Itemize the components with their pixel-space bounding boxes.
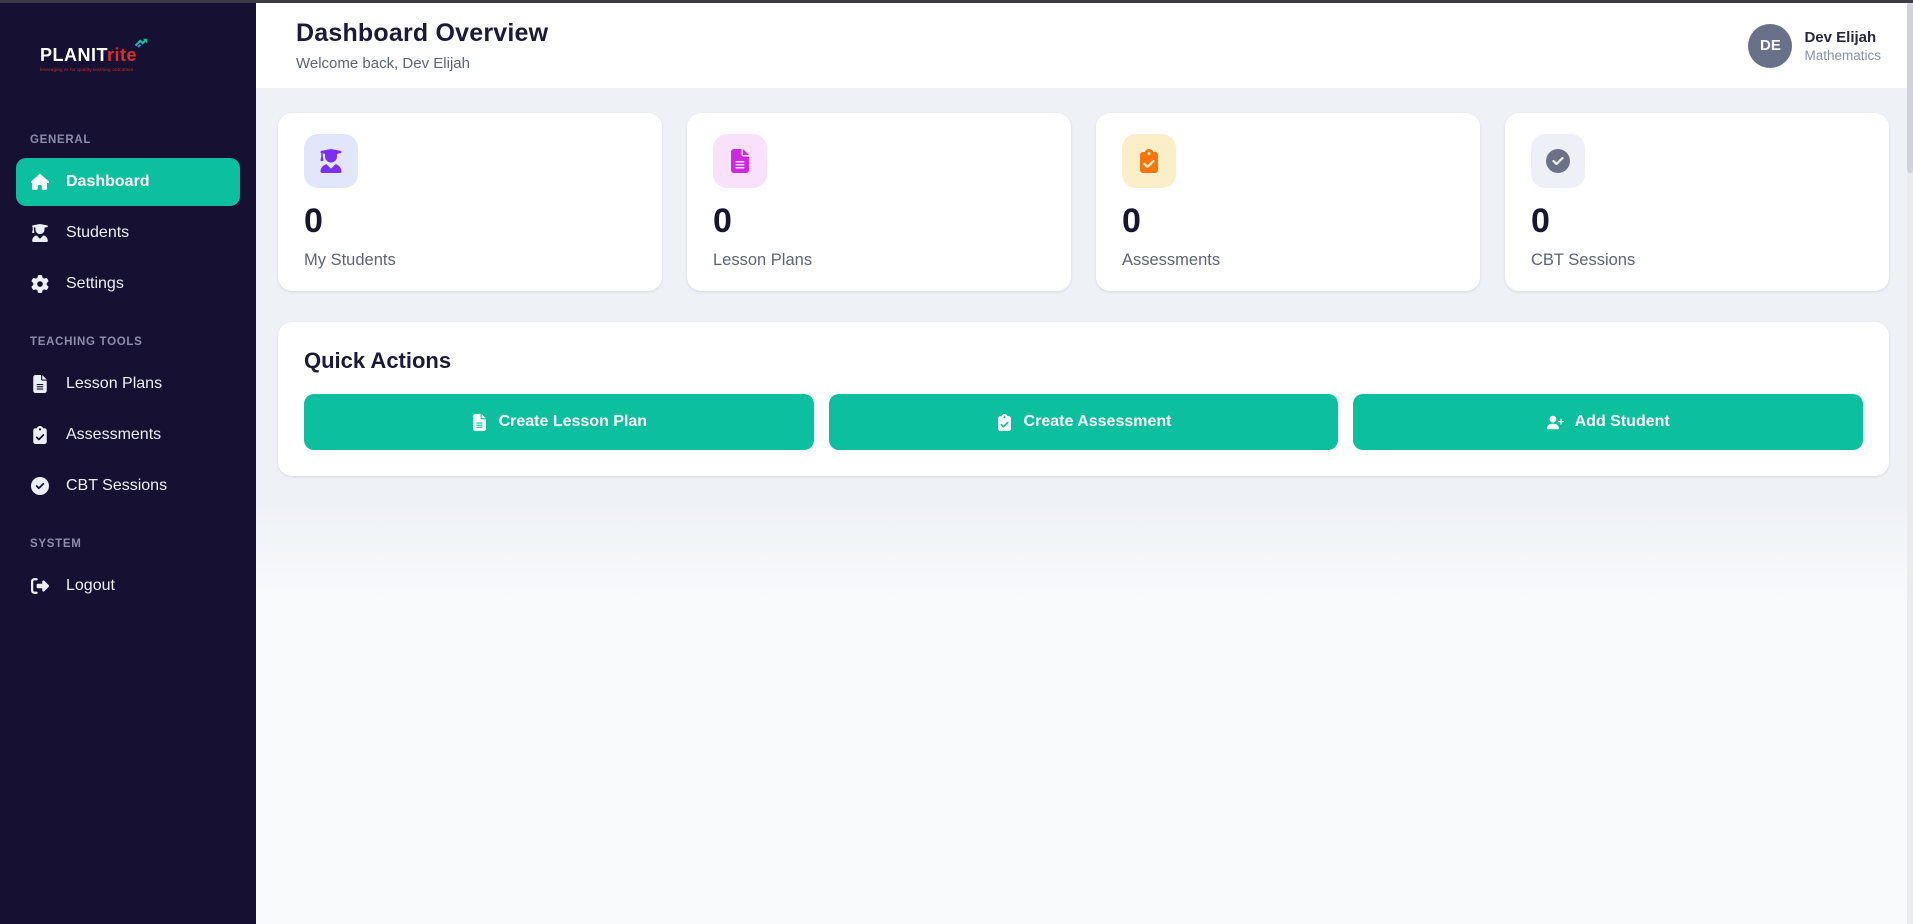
add-student-button[interactable]: Add Student bbox=[1353, 394, 1864, 450]
sidebar-item-label: Students bbox=[66, 224, 130, 241]
page-title: Dashboard Overview bbox=[296, 19, 549, 47]
scrollbar-thumb[interactable] bbox=[1907, 3, 1913, 173]
quick-actions-title: Quick Actions bbox=[304, 348, 452, 373]
stat-card-lesson-plans: 0 Lesson Plans bbox=[687, 113, 1071, 291]
sidebar-item-label: Settings bbox=[66, 275, 124, 292]
stat-value: 0 bbox=[304, 202, 323, 240]
button-label: Add Student bbox=[1574, 413, 1670, 430]
clipboard-check-icon bbox=[31, 426, 49, 444]
stat-card-assessments: 0 Assessments bbox=[1096, 113, 1480, 291]
growth-arrow-icon bbox=[135, 38, 148, 48]
sidebar-nav: GENERAL Dashboard Students Settings TEAC… bbox=[0, 134, 256, 610]
sidebar: PLANITrite leveraging AI for quality lea… bbox=[0, 0, 256, 924]
stat-value: 0 bbox=[1122, 202, 1141, 240]
logo-tagline: leveraging AI for quality learning outco… bbox=[40, 67, 134, 72]
file-lines-icon bbox=[471, 414, 488, 431]
create-assessment-button[interactable]: Create Assessment bbox=[828, 394, 1339, 450]
user-plus-icon bbox=[1547, 414, 1564, 431]
stat-label: Assessments bbox=[1122, 251, 1221, 269]
user-chip[interactable]: DE Dev Elijah Mathematics bbox=[1748, 23, 1881, 68]
quick-actions-buttons: Create Lesson Plan Create Assessment Add… bbox=[304, 394, 1864, 450]
dashboard-content: 0 My Students 0 Lesson Plans 0 Assessmen… bbox=[256, 88, 1907, 476]
file-lines-icon bbox=[31, 375, 49, 393]
user-graduate-icon bbox=[304, 134, 358, 188]
logo-text-accent: rite bbox=[107, 45, 138, 65]
sidebar-item-settings[interactable]: Settings bbox=[16, 260, 240, 308]
sidebar-item-dashboard[interactable]: Dashboard bbox=[16, 158, 240, 206]
window-top-strip bbox=[0, 0, 1913, 3]
sidebar-item-students[interactable]: Students bbox=[16, 209, 240, 257]
file-lines-icon bbox=[713, 134, 767, 188]
sidebar-item-label: Dashboard bbox=[66, 173, 150, 190]
home-icon bbox=[31, 173, 49, 191]
clipboard-check-icon bbox=[996, 414, 1013, 431]
user-role: Mathematics bbox=[1804, 47, 1881, 63]
stat-label: CBT Sessions bbox=[1531, 251, 1636, 269]
logo-text-primary: PLANIT bbox=[40, 45, 108, 65]
stat-value: 0 bbox=[713, 202, 732, 240]
app-logo: PLANITrite leveraging AI for quality lea… bbox=[0, 0, 200, 72]
logout-icon bbox=[31, 577, 49, 595]
sidebar-item-assessments[interactable]: Assessments bbox=[16, 411, 240, 459]
stat-label: Lesson Plans bbox=[713, 251, 813, 269]
page-subtitle: Welcome back, Dev Elijah bbox=[296, 55, 470, 72]
create-lesson-plan-button[interactable]: Create Lesson Plan bbox=[304, 394, 814, 450]
nav-section-system: SYSTEM bbox=[30, 538, 82, 550]
sidebar-item-cbt-sessions[interactable]: CBT Sessions bbox=[16, 462, 240, 510]
nav-section-general: GENERAL bbox=[30, 134, 92, 146]
button-label: Create Assessment bbox=[1023, 413, 1172, 430]
stat-label: My Students bbox=[304, 251, 396, 269]
button-label: Create Lesson Plan bbox=[498, 413, 648, 430]
sidebar-item-lesson-plans[interactable]: Lesson Plans bbox=[16, 360, 240, 408]
clipboard-check-icon bbox=[1122, 134, 1176, 188]
sidebar-item-label: CBT Sessions bbox=[66, 477, 168, 494]
user-name: Dev Elijah bbox=[1804, 28, 1877, 46]
circle-check-icon bbox=[1531, 134, 1585, 188]
user-graduate-icon bbox=[31, 224, 49, 242]
main-area: Dashboard Overview Welcome back, Dev Eli… bbox=[256, 3, 1907, 924]
circle-check-icon bbox=[31, 477, 49, 495]
sidebar-item-logout[interactable]: Logout bbox=[16, 562, 240, 610]
avatar: DE bbox=[1748, 23, 1793, 68]
sidebar-item-label: Logout bbox=[66, 577, 115, 594]
stat-card-cbt-sessions: 0 CBT Sessions bbox=[1505, 113, 1889, 291]
stat-value: 0 bbox=[1531, 202, 1550, 240]
nav-section-teaching-tools: TEACHING TOOLS bbox=[30, 336, 143, 348]
stat-card-my-students: 0 My Students bbox=[278, 113, 662, 291]
quick-actions-card: Quick Actions Create Lesson Plan Create … bbox=[278, 322, 1889, 476]
sidebar-item-label: Lesson Plans bbox=[66, 375, 163, 392]
scrollbar[interactable] bbox=[1907, 3, 1913, 924]
gear-icon bbox=[31, 275, 49, 293]
stats-row: 0 My Students 0 Lesson Plans 0 Assessmen… bbox=[278, 113, 1889, 291]
sidebar-item-label: Assessments bbox=[66, 426, 162, 443]
page-header: Dashboard Overview Welcome back, Dev Eli… bbox=[256, 3, 1907, 88]
